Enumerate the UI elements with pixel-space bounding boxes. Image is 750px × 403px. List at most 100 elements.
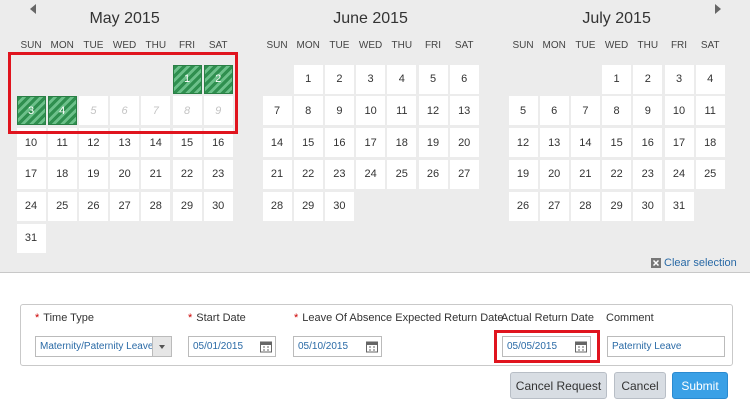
- day-cell[interactable]: 13: [539, 128, 569, 158]
- next-arrow[interactable]: [713, 3, 723, 15]
- day-cell[interactable]: 28: [570, 191, 600, 221]
- day-cell[interactable]: 3: [356, 64, 386, 94]
- day-cell[interactable]: 16: [324, 128, 354, 158]
- day-cell[interactable]: 20: [539, 159, 569, 189]
- day-cell[interactable]: 24: [16, 191, 46, 221]
- day-cell[interactable]: 17: [16, 159, 46, 189]
- clear-text: Clear selection: [664, 257, 737, 269]
- day-cell[interactable]: 10: [356, 96, 386, 126]
- day-cell[interactable]: 29: [602, 191, 632, 221]
- day-cell[interactable]: 7: [262, 96, 292, 126]
- clear-selection[interactable]: Clear selection: [651, 257, 737, 269]
- day-cell[interactable]: 12: [508, 128, 538, 158]
- day-cell[interactable]: 22: [602, 159, 632, 189]
- required-marker: *: [294, 312, 299, 324]
- submit-button[interactable]: Submit: [672, 372, 728, 399]
- day-cell[interactable]: 6: [449, 64, 479, 94]
- day-cell[interactable]: 20: [449, 128, 479, 158]
- day-cell[interactable]: 30: [203, 191, 233, 221]
- day-cell[interactable]: 19: [418, 128, 448, 158]
- day-cell[interactable]: 31: [664, 191, 694, 221]
- form-box: [20, 304, 733, 366]
- day-cell[interactable]: 13: [449, 96, 479, 126]
- expected-return-input[interactable]: 05/10/2015: [293, 336, 382, 357]
- day-cell[interactable]: 8: [602, 96, 632, 126]
- day-cell[interactable]: 8: [293, 96, 323, 126]
- cancel-button[interactable]: Cancel: [614, 372, 666, 399]
- start-date-input[interactable]: 05/01/2015: [188, 336, 276, 357]
- day-cell[interactable]: 11: [387, 96, 417, 126]
- day-cell[interactable]: 23: [633, 159, 663, 189]
- day-cell[interactable]: 5: [418, 64, 448, 94]
- day-cell[interactable]: 10: [664, 96, 694, 126]
- day-cell[interactable]: 29: [172, 191, 202, 221]
- day-cell[interactable]: 24: [664, 159, 694, 189]
- day-cell[interactable]: 31: [16, 223, 46, 253]
- day-cell[interactable]: 14: [570, 128, 600, 158]
- day-cell[interactable]: 25: [387, 159, 417, 189]
- day-cell[interactable]: 30: [633, 191, 663, 221]
- day-cell[interactable]: 1: [602, 64, 632, 94]
- day-cell[interactable]: 27: [539, 191, 569, 221]
- select-arrow: [152, 337, 171, 356]
- prev-arrow[interactable]: [28, 3, 38, 15]
- day-cell[interactable]: 19: [78, 159, 108, 189]
- day-cell[interactable]: 21: [570, 159, 600, 189]
- day-cell[interactable]: 18: [695, 128, 725, 158]
- field-label: Comment: [606, 312, 654, 324]
- day-cell[interactable]: 20: [110, 159, 140, 189]
- day-cell[interactable]: 26: [508, 191, 538, 221]
- day-cell[interactable]: 2: [633, 64, 663, 94]
- day-cell[interactable]: 4: [387, 64, 417, 94]
- day-cell[interactable]: 12: [418, 96, 448, 126]
- day-cell[interactable]: 18: [387, 128, 417, 158]
- day-cell[interactable]: 26: [418, 159, 448, 189]
- day-cell[interactable]: 27: [449, 159, 479, 189]
- day-cell[interactable]: 25: [695, 159, 725, 189]
- day-cell[interactable]: 7: [570, 96, 600, 126]
- actual-return-input[interactable]: 05/05/2015: [502, 336, 591, 357]
- day-cell[interactable]: 15: [293, 128, 323, 158]
- day-cell[interactable]: 28: [141, 191, 171, 221]
- day-cell[interactable]: 4: [47, 96, 77, 126]
- day-cell[interactable]: 5: [508, 96, 538, 126]
- day-cell[interactable]: 6: [539, 96, 569, 126]
- day-cell[interactable]: 18: [47, 159, 77, 189]
- cancel-request-button[interactable]: Cancel Request: [510, 372, 607, 399]
- day-cell[interactable]: 4: [695, 64, 725, 94]
- day-cell[interactable]: 29: [293, 191, 323, 221]
- day-cell[interactable]: 1: [172, 64, 202, 94]
- day-cell[interactable]: 14: [262, 128, 292, 158]
- day-cell[interactable]: 22: [293, 159, 323, 189]
- day-cell[interactable]: 27: [110, 191, 140, 221]
- day-cell[interactable]: 16: [633, 128, 663, 158]
- day-cell[interactable]: 9: [324, 96, 354, 126]
- day-cell[interactable]: 3: [16, 96, 46, 126]
- day-cell[interactable]: 21: [262, 159, 292, 189]
- day-cell[interactable]: 17: [664, 128, 694, 158]
- day-cell[interactable]: 19: [508, 159, 538, 189]
- comment-input[interactable]: Paternity Leave: [607, 336, 725, 357]
- weekday-label: THU: [391, 40, 413, 51]
- day-cell[interactable]: 15: [602, 128, 632, 158]
- day-cell[interactable]: 1: [293, 64, 323, 94]
- day-cell[interactable]: 26: [78, 191, 108, 221]
- day-cell[interactable]: 21: [141, 159, 171, 189]
- day-cell[interactable]: 11: [695, 96, 725, 126]
- day-cell[interactable]: 23: [203, 159, 233, 189]
- day-cell[interactable]: 25: [47, 191, 77, 221]
- day-cell[interactable]: 30: [324, 191, 354, 221]
- label-text: Leave Of Absence Expected Return Date: [302, 312, 504, 324]
- time-type-select[interactable]: Maternity/Paternity Leave: [35, 336, 172, 357]
- day-cell[interactable]: 9: [633, 96, 663, 126]
- day-cell[interactable]: 17: [356, 128, 386, 158]
- day-cell[interactable]: 24: [356, 159, 386, 189]
- weekday-label: THU: [145, 40, 167, 51]
- day-cell[interactable]: 3: [664, 64, 694, 94]
- day-cell[interactable]: 2: [324, 64, 354, 94]
- day-cell[interactable]: 28: [262, 191, 292, 221]
- weekday-label: FRI: [424, 40, 442, 51]
- day-cell[interactable]: 23: [324, 159, 354, 189]
- day-cell[interactable]: 2: [203, 64, 233, 94]
- day-cell[interactable]: 22: [172, 159, 202, 189]
